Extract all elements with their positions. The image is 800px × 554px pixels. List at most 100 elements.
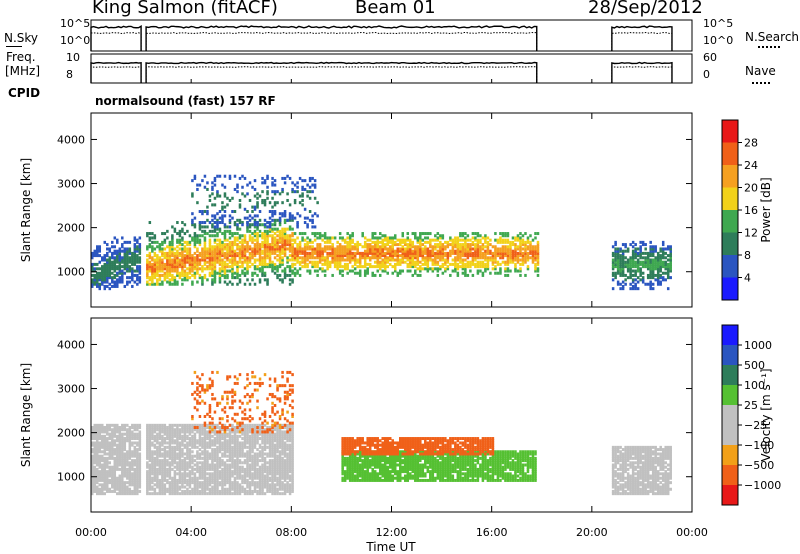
power-cell-2 <box>321 251 324 255</box>
power-cell-2 <box>429 249 432 253</box>
power-cell-1 <box>173 247 177 251</box>
velocity-cell-0 <box>238 492 242 496</box>
velocity-cell-0 <box>123 481 127 485</box>
power-cell-2 <box>298 267 302 271</box>
power-cell-1 <box>263 260 267 264</box>
power-cell-1 <box>166 245 169 249</box>
power-cell-4 <box>666 271 670 275</box>
velocity-cell-0 <box>166 445 169 449</box>
velocity-cell-0 <box>246 423 249 427</box>
velocity-cell-0 <box>221 463 224 467</box>
power-cell-2 <box>371 265 374 269</box>
power-cell-2 <box>411 262 415 266</box>
power-cell-1 <box>193 232 197 236</box>
power-cell-2 <box>436 232 440 236</box>
power-cell-2 <box>449 249 452 253</box>
velocity-cell-0 <box>93 465 97 469</box>
power-cell-1 <box>211 247 214 251</box>
velocity-cell-0 <box>258 450 262 454</box>
power-cell-2 <box>436 260 440 264</box>
power-cell-2 <box>318 251 322 255</box>
power-cell-1 <box>201 258 204 262</box>
power-cell-2 <box>376 269 379 273</box>
velocity-cell-0 <box>121 461 124 465</box>
power-cell-3 <box>233 187 237 191</box>
velocity-cell-0 <box>181 481 184 485</box>
power-cell-4 <box>664 260 667 264</box>
power-cell-2 <box>414 262 417 266</box>
velocity-cell-0 <box>206 445 209 449</box>
power-cell-3 <box>206 210 209 213</box>
power-cell-1 <box>176 271 179 275</box>
power-cell-2 <box>298 256 302 260</box>
power-cell-3 <box>253 205 257 209</box>
velocity-cell-0 <box>116 456 119 460</box>
power-cell-2 <box>381 238 384 242</box>
velocity-cell-0 <box>106 426 109 430</box>
velocity-cell-0 <box>161 428 164 432</box>
power-cell-2 <box>333 247 337 251</box>
power-cell-2 <box>328 251 332 255</box>
velocity-cell-0 <box>186 492 189 496</box>
velocity-cell-0 <box>218 428 222 432</box>
power-cell-2 <box>499 256 502 260</box>
power-cell-2 <box>378 254 382 258</box>
power-cell-1 <box>256 247 259 251</box>
velocity-cell-0 <box>163 474 167 478</box>
power-cell-4 <box>634 256 637 260</box>
velocity-cell-0 <box>113 434 117 438</box>
power-cell-0 <box>131 271 134 275</box>
power-cell-1 <box>146 232 149 236</box>
power-cell-4 <box>626 249 630 253</box>
power-cell-0 <box>121 260 124 264</box>
velocity-cell-0 <box>193 467 197 471</box>
power-cell-1 <box>186 276 189 280</box>
power-cell-3 <box>261 176 264 180</box>
power-cell-1 <box>183 265 187 269</box>
velocity-cell-0 <box>158 450 162 454</box>
power-cell-1 <box>258 260 262 264</box>
velocity-cell-0 <box>123 461 127 465</box>
velocity-cell-0 <box>93 448 97 452</box>
power-cell-4 <box>664 251 667 255</box>
power-cell-1 <box>221 269 224 273</box>
velocity-cell-0 <box>93 456 97 460</box>
power-cell-2 <box>303 245 307 249</box>
velocity-cell-0 <box>261 476 264 480</box>
power-cell-2 <box>338 236 342 240</box>
power-cell-1 <box>218 280 222 284</box>
power-cell-1 <box>171 262 174 266</box>
velocity-cell-0 <box>146 456 149 460</box>
velocity-cell-0 <box>196 463 199 467</box>
velocity-cell-0 <box>146 481 149 485</box>
power-cell-2 <box>361 232 364 236</box>
velocity-cell-0 <box>166 487 169 491</box>
velocity-cell-0 <box>118 452 122 456</box>
power-cell-2 <box>456 238 460 242</box>
power-cell-1 <box>278 229 282 233</box>
velocity-cell-0 <box>206 450 209 454</box>
power-cell-3 <box>291 181 294 185</box>
power-cell-0 <box>126 260 129 264</box>
velocity-cell-0 <box>206 430 209 434</box>
power-cell-1 <box>196 238 199 242</box>
power-cell-4 <box>619 249 622 253</box>
velocity-cell-0 <box>231 450 234 454</box>
velocity-cell-0 <box>198 481 202 485</box>
power-cell-4 <box>616 282 620 286</box>
power-cell-2 <box>399 238 402 242</box>
power-cell-0 <box>121 256 124 260</box>
velocity-cell-0 <box>96 481 99 485</box>
power-cell-2 <box>391 236 394 240</box>
power-cell-2 <box>368 238 372 242</box>
velocity-cell-0 <box>263 423 267 427</box>
power-cell-1 <box>253 282 257 286</box>
velocity-cell-0 <box>233 445 237 449</box>
velocity-cell-0 <box>248 456 252 460</box>
power-cell-1 <box>288 278 292 282</box>
velocity-cell-0 <box>248 492 252 496</box>
power-cell-1 <box>166 258 169 262</box>
velocity-cell-0 <box>151 487 154 491</box>
velocity-cell-0 <box>253 437 257 441</box>
power-cell-2 <box>496 249 500 253</box>
